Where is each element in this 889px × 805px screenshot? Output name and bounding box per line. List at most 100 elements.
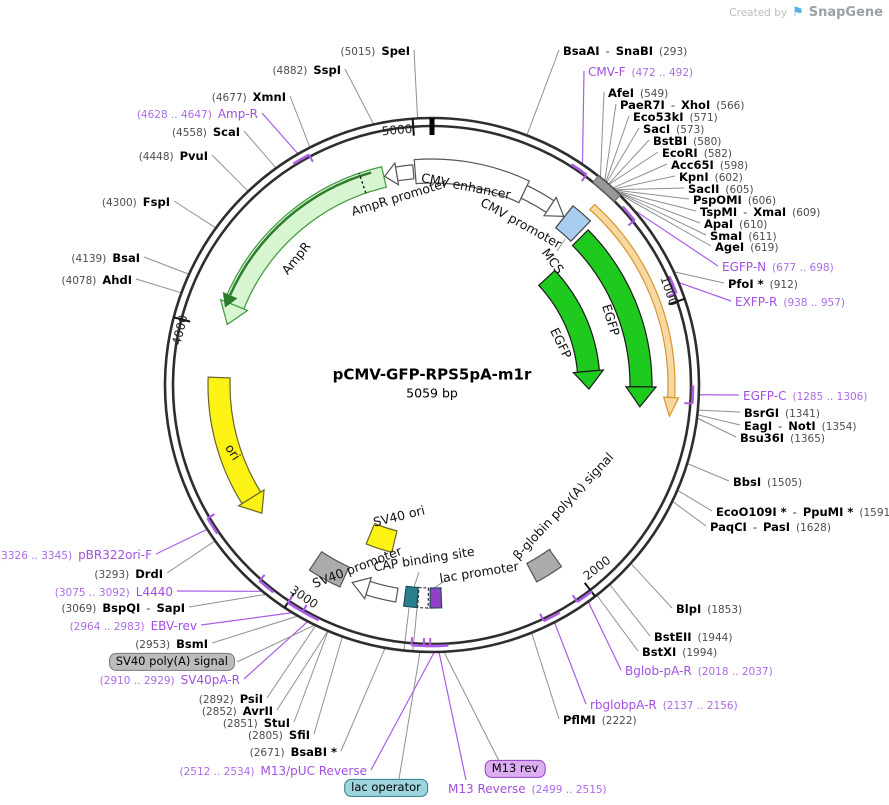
site-position: (3326 .. 3345) xyxy=(0,550,73,562)
feature-sv40-ori-box[interactable] xyxy=(365,522,398,553)
leader-line xyxy=(697,414,741,426)
sv40-polya-signal-label[interactable]: SV40 poly(A) signal xyxy=(108,652,235,672)
primer-label-egfp-c-1285-1306-[interactable]: EGFP-C (1285 .. 1306) xyxy=(743,387,867,403)
enzyme-label--4677-xmni[interactable]: (4677) XmnI xyxy=(212,88,286,104)
enzyme-label-pflmi-2222-[interactable]: PflMI (2222) xyxy=(563,711,637,727)
feature-sv40-promoter-arrow-head[interactable] xyxy=(351,576,373,600)
feature-ori[interactable] xyxy=(207,376,262,505)
site-position: (472 .. 492) xyxy=(631,67,694,79)
primer-label--2910-2929-sv40pa-r[interactable]: (2910 .. 2929) SV40pA-R xyxy=(100,671,240,687)
leader-line xyxy=(155,528,208,555)
primer-label-cmv-f-472-492-[interactable]: CMV-F (472 .. 492) xyxy=(588,63,693,79)
enzyme-label-blpi-1853-[interactable]: BlpI (1853) xyxy=(676,600,742,616)
enzyme-label-pspomi-606-[interactable]: PspOMI (606) xyxy=(693,191,776,207)
feature-cap-binding-site-box[interactable] xyxy=(402,585,419,609)
enzyme-label-acc65i-598-[interactable]: Acc65I (598) xyxy=(671,156,748,172)
enzyme-label--4300-fspi[interactable]: (4300) FspI xyxy=(102,193,170,209)
enzyme-label-bstbi-580-[interactable]: BstBI (580) xyxy=(653,132,721,148)
feature-mcs-ring-segment[interactable] xyxy=(592,175,621,203)
site-name: pBR322ori-F xyxy=(78,548,152,562)
enzyme-label--2671-bsabi-[interactable]: (2671) BsaBI * xyxy=(250,743,337,759)
feature-ampr-promoter-arrow[interactable] xyxy=(394,164,415,182)
m13-rev-label[interactable]: M13 rev xyxy=(484,759,546,779)
enzyme-label--2851-stui[interactable]: (2851) StuI xyxy=(223,714,290,730)
site-name: EcoRI xyxy=(662,146,698,160)
feature-ampr[interactable] xyxy=(223,166,388,310)
enzyme-label-saci-573-[interactable]: SacI (573) xyxy=(643,120,704,136)
enzyme-label--2953-bsmi[interactable]: (2953) BsmI xyxy=(135,635,208,651)
enzyme-label-paer7i-xhoi-566-[interactable]: PaeR7I - XhoI (566) xyxy=(620,96,744,112)
enzyme-label-afei-549-[interactable]: AfeI (549) xyxy=(608,84,668,100)
enzyme-label--4448-pvui[interactable]: (4448) PvuI xyxy=(139,147,208,163)
primer-label-m13-reverse-2499-2515-[interactable]: M13 Reverse (2499 .. 2515) xyxy=(448,780,607,796)
primer-label--3075-3092-l4440[interactable]: (3075 .. 3092) L4440 xyxy=(55,583,173,599)
enzyme-label--2805-sfii[interactable]: (2805) SfiI xyxy=(248,726,310,742)
enzyme-label--4882-sspi[interactable]: (4882) SspI xyxy=(272,61,341,77)
enzyme-label-bsrgi-1341-[interactable]: BsrGI (1341) xyxy=(744,404,820,420)
primer-tick-nub xyxy=(410,637,414,646)
primer-label--2964-2983-ebv-rev[interactable]: (2964 .. 2983) EBV-rev xyxy=(70,617,197,633)
feature-cmv-promoter-arrow-head[interactable] xyxy=(542,196,565,217)
enzyme-label-bsteii-1944-[interactable]: BstEII (1944) xyxy=(654,628,732,644)
enzyme-label-eco53ki-571-[interactable]: Eco53kI (571) xyxy=(633,108,718,124)
site-position: (1944) xyxy=(697,632,733,644)
site-position: (606) xyxy=(747,195,777,207)
feature-lac-promoter-box[interactable] xyxy=(429,587,443,609)
feature-egfp-inner-head[interactable] xyxy=(572,369,605,391)
primer-label--2512-2534-m13-puc-reverse[interactable]: (2512 .. 2534) M13/pUC Reverse xyxy=(180,762,368,778)
primer-label-rbglobpa-r-2137-2156-[interactable]: rbglobpA-R (2137 .. 2156) xyxy=(590,696,738,712)
feature-lac-promoter-dashed-box[interactable] xyxy=(416,586,430,609)
enzyme-label--4078-ahdi[interactable]: (4078) AhdI xyxy=(61,271,132,287)
enzyme-label-eagi-noti-1354-[interactable]: EagI - NotI (1354) xyxy=(744,417,857,433)
primer-tick-nub xyxy=(287,595,294,604)
primer-label-bglob-pa-r-2018-2037-[interactable]: Bglob-pA-R (2018 .. 2037) xyxy=(625,662,773,678)
feature-ampr-promoter-arrow-head[interactable] xyxy=(383,161,400,186)
leader-line xyxy=(553,622,587,705)
enzyme-label-bstxi-1994-[interactable]: BstXI (1994) xyxy=(642,643,717,659)
feature-mcs[interactable] xyxy=(554,204,592,242)
leader-line xyxy=(344,68,375,125)
primer-label-exfp-r-938-957-[interactable]: EXFP-R (938 .. 957) xyxy=(735,293,845,309)
site-position: (2671) xyxy=(249,747,285,759)
leader-line xyxy=(617,192,712,247)
enzyme-label--3069-bspqi-sapi[interactable]: (3069) BspQI - SapI xyxy=(61,599,185,615)
enzyme-label--2892-psii[interactable]: (2892) PsiI xyxy=(199,690,263,706)
enzyme-label-smai-611-[interactable]: SmaI (611) xyxy=(710,227,777,243)
enzyme-label--5015-spei[interactable]: (5015) SpeI xyxy=(340,42,410,58)
plasmid-title-block: pCMV-GFP-RPS5pA-m1r 5059 bp xyxy=(333,366,532,401)
feature-sv40-promoter-arrow[interactable] xyxy=(365,580,399,603)
enzyme-label-ecoo109i-ppumi-1591-[interactable]: EcoO109I *-PpuMI * (1591) xyxy=(716,503,889,519)
primer-label--3326-3345-pbr322ori-f[interactable]: (3326 .. 3345) pBR322ori-F xyxy=(0,546,152,562)
enzyme-label-ecori-582-[interactable]: EcoRI (582) xyxy=(662,144,732,160)
enzyme-label-apai-610-[interactable]: ApaI (610) xyxy=(704,215,767,231)
enzyme-label-bsaai-snabi-293-[interactable]: BsaAI - SnaBI (293) xyxy=(563,42,687,58)
feature-beta-globin-pa-box[interactable] xyxy=(526,548,563,583)
enzyme-label-kpni-602-[interactable]: KpnI (602) xyxy=(679,168,743,184)
feature-rps5pa-arc-head[interactable] xyxy=(662,396,680,418)
enzyme-label-agei-619-[interactable]: AgeI (619) xyxy=(715,238,778,254)
leader-line xyxy=(413,571,420,588)
enzyme-label--4139-bsai[interactable]: (4139) BsaI xyxy=(71,249,140,265)
scale-tick xyxy=(583,582,596,597)
enzyme-label-bbsi-1505-[interactable]: BbsI (1505) xyxy=(733,473,802,489)
feature-egfp-outer-head[interactable] xyxy=(624,386,658,408)
feature-ori-head[interactable] xyxy=(237,488,265,514)
lac-operator-label[interactable]: lac operator xyxy=(344,778,428,798)
enzyme-label-paqci-pasi-1628-[interactable]: PaqCI - PasI (1628) xyxy=(710,518,831,534)
enzyme-label-bsu36i-1365-[interactable]: Bsu36I (1365) xyxy=(740,429,825,445)
enzyme-label-pfoi-912-[interactable]: PfoI * (912) xyxy=(728,275,798,291)
plasmid-name: pCMV-GFP-RPS5pA-m1r xyxy=(332,365,532,384)
primer-label-egfp-n-677-698-[interactable]: EGFP-N (677 .. 698) xyxy=(722,258,834,274)
leader-line xyxy=(672,500,707,527)
enzyme-label--2852-avrii[interactable]: (2852) AvrII xyxy=(202,702,273,718)
enzyme-label--4558-scai[interactable]: (4558) ScaI xyxy=(172,123,240,139)
site-name: ScaI xyxy=(212,125,240,139)
site-name: PasI xyxy=(763,520,791,534)
site-name: SfiI xyxy=(288,728,310,742)
primer-label--4628-4647-amp-r[interactable]: (4628 .. 4647) Amp-R xyxy=(137,105,258,121)
feature-sv40-promoter-box[interactable] xyxy=(308,550,350,588)
site-position: (2852) xyxy=(201,706,237,718)
enzyme-label-tspmi-xmai-609-[interactable]: TspMI - XmaI (609) xyxy=(700,203,820,219)
enzyme-label--3293-drdi[interactable]: (3293) DrdI xyxy=(94,565,163,581)
enzyme-label-sacii-605-[interactable]: SacII (605) xyxy=(688,180,754,196)
